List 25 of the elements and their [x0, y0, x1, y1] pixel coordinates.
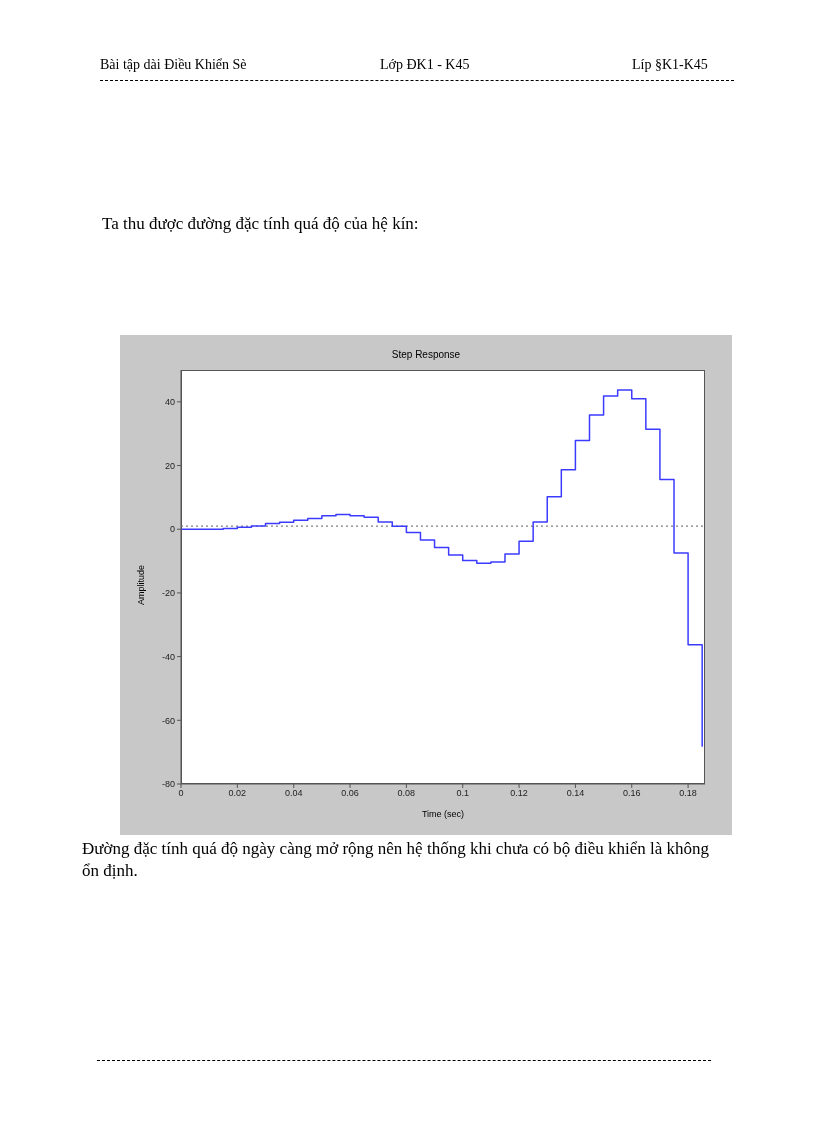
x-tick-label: 0.06	[341, 788, 359, 799]
x-tick-label: 0.08	[397, 788, 416, 799]
x-tick-label: 0.02	[228, 788, 247, 799]
y-tick-label: -40	[161, 651, 175, 662]
text: Bài tập dài Điều Khiển Sè	[100, 56, 247, 74]
y-tick-label: -80	[161, 779, 175, 790]
x-tick-label: 0.18	[679, 788, 697, 799]
x-tick-label: 0.1	[456, 788, 469, 799]
y-tick-label: 40	[164, 397, 175, 408]
x-axis-title: Time (sec)	[420, 809, 466, 819]
chart-title: Step Response	[390, 349, 462, 360]
x-tick-label: 0.16	[622, 788, 641, 799]
text: Líp §K1-K45	[632, 56, 708, 74]
x-tick-label: 0.14	[566, 788, 585, 799]
text: Đường đặc tính quá độ ngày càng mở rộng nên hệ thống khi chưa có bộ điều khiển là không ổn định.	[82, 838, 711, 882]
x-tick-label: 0.04	[284, 788, 303, 799]
text: Ta thu được đường đặc tính quá độ của hệ kín:	[102, 213, 419, 235]
y-axis-title: Amplitude	[136, 564, 146, 605]
y-tick-label: 20	[164, 460, 175, 471]
y-tick-label: -20	[161, 588, 175, 599]
x-tick-label: 0.12	[510, 788, 528, 799]
x-tick-label: 0	[178, 788, 184, 799]
y-tick-label: -60	[161, 715, 175, 726]
text: Lớp ĐK1 - K45	[380, 56, 470, 74]
y-tick-label: 0	[169, 524, 175, 535]
